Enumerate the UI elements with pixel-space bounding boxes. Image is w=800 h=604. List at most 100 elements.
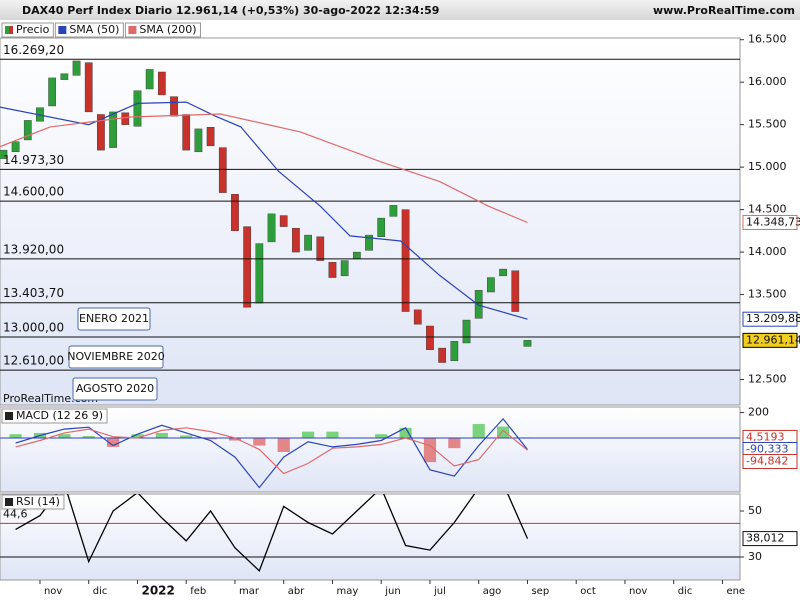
- x-tick-label: feb: [190, 586, 206, 597]
- legend-swatch: [58, 26, 67, 34]
- candle: [97, 114, 105, 151]
- y-tick-label: 14.500: [748, 203, 787, 216]
- candle: [72, 60, 81, 76]
- histogram-bar: [58, 434, 71, 439]
- legend-swatch: [9, 26, 13, 34]
- histogram-bar: [448, 438, 461, 449]
- header-bar: [0, 0, 800, 20]
- candle: [84, 62, 93, 113]
- x-tick-label: nov: [44, 586, 62, 597]
- last-value-box: [742, 214, 798, 230]
- candle: [365, 234, 373, 251]
- histogram-bar: [180, 435, 193, 439]
- annotation-box: [72, 377, 158, 401]
- candle: [511, 270, 520, 312]
- x-tick-label: abr: [288, 586, 305, 597]
- macd-line-group: [15, 417, 528, 489]
- x-tick-label: ago: [483, 586, 502, 597]
- x-tick-label: dic: [93, 586, 108, 597]
- last-value-box: [742, 531, 798, 547]
- candle: [48, 77, 57, 107]
- sma-line-group: [0, 113, 528, 224]
- candle: [11, 141, 20, 153]
- candle: [523, 340, 532, 347]
- last-value-label: 13.209,88: [746, 312, 800, 325]
- last-value-label: 4,5193: [746, 430, 785, 443]
- candle: [231, 194, 239, 232]
- x-tick-label: sep: [531, 586, 549, 597]
- histogram-bar: [155, 432, 168, 439]
- level-label: 14.973,30: [3, 153, 64, 167]
- sma-line: [0, 101, 528, 320]
- histogram: [9, 424, 534, 463]
- histogram-bar: [204, 438, 217, 440]
- level-label: 16.269,20: [3, 43, 64, 57]
- x-tick-label: mar: [239, 586, 260, 597]
- y-tick-label: 16.000: [748, 75, 787, 88]
- legend-label: SMA (50): [69, 23, 119, 36]
- x-tick-label: nov: [629, 586, 647, 597]
- macd-line-group: [15, 427, 528, 475]
- histogram-bar: [82, 436, 95, 439]
- panel-title: MACD (12 26 9): [16, 409, 103, 422]
- histogram-bar: [399, 427, 412, 439]
- candle: [170, 96, 178, 117]
- candle: [499, 268, 507, 277]
- legend-box: [54, 22, 124, 38]
- candle: [487, 277, 495, 293]
- candle: [304, 234, 312, 251]
- panel-title: RSI (14): [16, 495, 60, 508]
- candle: [267, 213, 276, 243]
- y-tick-label: 200: [748, 406, 769, 419]
- candle: [474, 290, 483, 319]
- candle: [121, 112, 130, 125]
- histogram-bar: [423, 438, 437, 463]
- level-label: 13.000,00: [3, 321, 64, 335]
- macd-panel: [0, 406, 741, 493]
- x-tick-label: ene: [726, 586, 745, 597]
- candle: [426, 325, 434, 350]
- candle: [182, 114, 191, 151]
- candle: [316, 236, 325, 261]
- last-value-label: 14.348,73: [746, 215, 800, 228]
- candle: [377, 217, 386, 237]
- candle: [206, 127, 215, 147]
- candle: [60, 73, 69, 80]
- histogram-bar: [472, 424, 485, 439]
- sma-line-group: [0, 101, 528, 320]
- candle: [145, 69, 154, 90]
- sma-line: [0, 113, 528, 224]
- annotation-box: [77, 307, 151, 331]
- legend-box: [124, 22, 201, 38]
- candle: [0, 149, 8, 159]
- y-tick-label: 13.500: [748, 288, 787, 301]
- last-value-label: 12.961,14: [746, 333, 800, 346]
- last-value-label: -90,333: [746, 442, 788, 455]
- y-tick-label: 15.500: [748, 118, 787, 131]
- chart-title: DAX40 Perf Index Diario 12.961,14 (+0,53…: [22, 4, 439, 17]
- histogram-bar: [107, 438, 120, 447]
- candle: [243, 226, 252, 308]
- candles: [0, 60, 532, 363]
- last-value-box: [742, 332, 798, 348]
- rsi-panel: [0, 493, 741, 581]
- panel-title-icon: [5, 498, 13, 506]
- rsi-line: [15, 494, 529, 572]
- histogram-bar: [9, 434, 22, 439]
- candle: [218, 147, 227, 193]
- x-tick-label: dic: [678, 586, 693, 597]
- candle: [438, 347, 447, 363]
- last-value-label: 38,012: [746, 532, 785, 545]
- annotation: NOVIEMBRE 2020: [67, 350, 165, 363]
- candle: [413, 309, 422, 325]
- last-value-label: -94,842: [746, 454, 788, 467]
- legend-box: [1, 22, 54, 38]
- macd-line: [15, 427, 528, 475]
- x-tick-label: 2022: [141, 584, 174, 598]
- x-tick-label: oct: [580, 586, 596, 597]
- y-tick-label: 50: [748, 504, 762, 517]
- rsi-line-group: [15, 494, 529, 572]
- histogram-bar: [131, 434, 144, 439]
- candle: [352, 251, 361, 260]
